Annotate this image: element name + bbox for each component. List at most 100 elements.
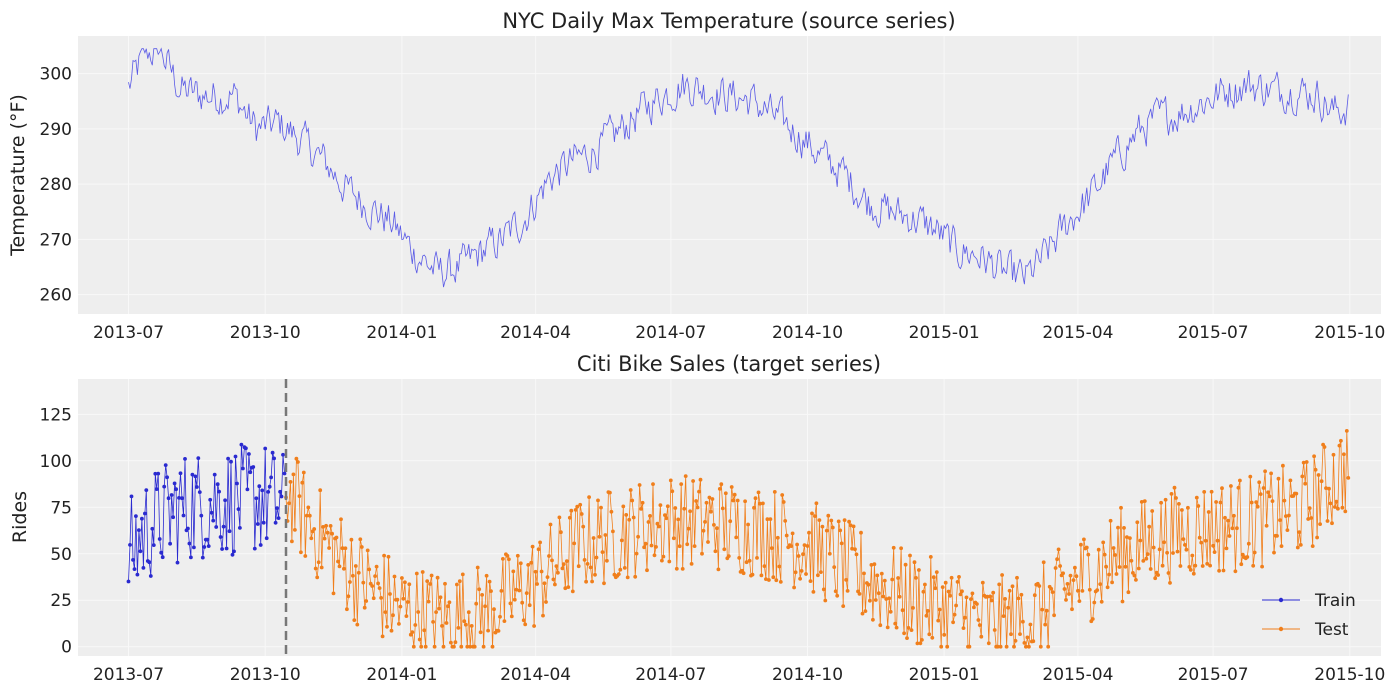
train-point	[134, 514, 138, 518]
test-point	[734, 535, 739, 540]
test-point	[556, 570, 560, 575]
test-point	[1025, 635, 1030, 640]
test-point	[362, 605, 367, 610]
test-point	[813, 514, 817, 518]
x-tick-label: 2014-07	[635, 323, 706, 343]
test-point	[318, 488, 323, 493]
train-point	[279, 494, 284, 499]
test-point	[946, 589, 951, 594]
test-point	[1202, 490, 1207, 494]
test-point	[1019, 592, 1024, 597]
test-point	[291, 472, 296, 477]
test-point	[1260, 564, 1264, 569]
test-point	[1172, 485, 1177, 490]
train-point	[209, 510, 214, 515]
temperature-chart-title: NYC Daily Max Temperature (source series…	[502, 9, 955, 33]
test-point	[1209, 489, 1214, 494]
test-point	[581, 524, 586, 529]
train-point	[255, 522, 260, 526]
test-point	[719, 482, 724, 487]
test-point	[1150, 509, 1155, 513]
test-point	[1111, 546, 1116, 550]
test-point	[949, 575, 954, 580]
test-point	[1096, 547, 1101, 552]
test-point	[1031, 639, 1036, 644]
test-point	[640, 500, 645, 505]
test-point	[801, 552, 805, 557]
test-point	[649, 543, 654, 548]
test-point	[431, 620, 435, 624]
test-point	[582, 558, 587, 562]
legend: Train Test	[1262, 591, 1356, 640]
test-point	[1136, 566, 1141, 571]
test-point	[1065, 582, 1070, 586]
bike-sales-chart-title: Citi Bike Sales (target series)	[577, 352, 881, 376]
test-point	[804, 572, 808, 576]
test-point	[802, 543, 807, 547]
test-point	[373, 574, 377, 578]
test-point	[1095, 588, 1100, 592]
test-point	[732, 492, 737, 497]
train-point	[220, 547, 225, 551]
test-point	[322, 536, 327, 541]
test-point	[829, 518, 834, 523]
train-point	[276, 516, 281, 520]
train-point	[221, 524, 226, 529]
test-point	[761, 501, 765, 506]
train-point	[187, 541, 192, 546]
test-point	[342, 566, 346, 571]
test-point	[1092, 600, 1097, 605]
test-point	[897, 594, 902, 599]
train-point	[264, 536, 269, 541]
test-point	[1156, 573, 1160, 577]
test-point	[836, 519, 841, 524]
test-point	[554, 564, 559, 568]
train-point	[197, 490, 202, 494]
test-point	[1315, 535, 1319, 540]
test-point	[290, 539, 294, 544]
test-point	[1129, 558, 1134, 563]
test-point	[1067, 592, 1071, 596]
test-point	[1226, 518, 1230, 523]
test-point	[391, 613, 395, 618]
test-point	[1254, 500, 1259, 504]
test-point	[386, 554, 391, 559]
bike-sales-x-ticks: 2013-07 2013-10 2014-01 2014-04 2014-07 2014-…	[93, 665, 1385, 685]
test-point	[566, 585, 571, 589]
test-point	[388, 592, 392, 596]
test-point	[575, 504, 580, 509]
test-point	[661, 554, 666, 559]
test-point	[538, 540, 542, 545]
test-point	[713, 549, 718, 554]
test-point	[584, 579, 588, 584]
train-point	[214, 525, 219, 529]
test-point	[561, 562, 566, 566]
test-point	[657, 524, 661, 529]
test-point	[920, 638, 924, 642]
test-point	[634, 551, 639, 556]
test-point	[731, 498, 736, 503]
test-point	[1266, 490, 1270, 495]
test-point	[735, 498, 740, 503]
train-point	[157, 537, 162, 541]
test-point	[717, 487, 722, 491]
temperature-line	[128, 47, 1349, 288]
test-point	[618, 567, 623, 572]
test-point	[395, 597, 400, 602]
test-point	[645, 568, 649, 573]
test-point	[1163, 497, 1168, 502]
test-point	[1126, 590, 1131, 595]
test-point	[1267, 494, 1272, 499]
train-point	[135, 572, 140, 577]
test-point	[426, 599, 431, 604]
test-point	[793, 570, 798, 575]
test-point	[1079, 542, 1083, 547]
test-point	[1287, 513, 1291, 518]
test-point	[303, 554, 308, 558]
test-point	[674, 566, 679, 571]
test-point	[550, 558, 554, 563]
test-point	[902, 631, 906, 636]
train-point	[171, 515, 176, 520]
test-point	[820, 524, 825, 529]
test-point	[312, 527, 317, 531]
